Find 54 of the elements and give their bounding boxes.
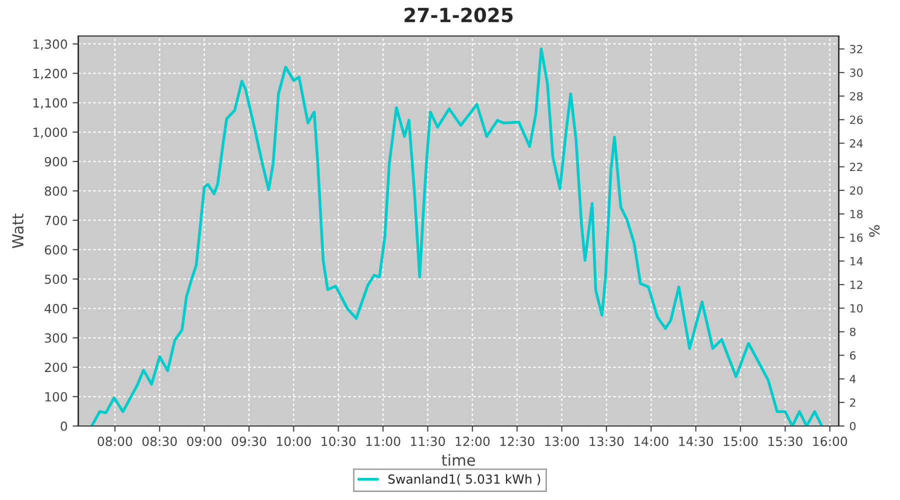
y2-tick-label: 18 <box>850 210 863 218</box>
y2-tick-label: 12 <box>850 280 862 289</box>
x-tick-label: 12:30 <box>500 436 534 446</box>
y-tick-label: 1,200 <box>33 68 68 80</box>
x-tick-label: 16:00 <box>813 436 848 446</box>
y-tick-label: 1,300 <box>33 39 68 50</box>
y2-tick-label: 2 <box>850 398 856 407</box>
x-tick-label: 09:00 <box>187 436 222 446</box>
x-axis-title: time <box>442 454 475 466</box>
x-tick-label: 11:30 <box>411 436 445 446</box>
y2-tick-label: 22 <box>850 162 862 172</box>
x-tick-label: 08:00 <box>98 436 132 446</box>
x-tick-label: 11:00 <box>366 436 400 446</box>
y2-tick-label: 30 <box>850 68 863 77</box>
y-tick-label: 400 <box>44 304 68 314</box>
x-tick-label: 14:00 <box>634 436 668 446</box>
y-tick-label: 1,100 <box>33 98 68 109</box>
x-tick-label: 10:30 <box>322 436 356 446</box>
y-tick-label: 500 <box>44 274 68 284</box>
y2-tick-label: 4 <box>850 374 856 384</box>
x-tick-label: 13:30 <box>590 436 624 446</box>
x-tick-label: 13:00 <box>545 436 579 446</box>
x-tick-label: 10:00 <box>277 436 311 446</box>
y-tick-label: 600 <box>44 245 68 255</box>
y-tick-label: 0 <box>60 421 68 431</box>
y2-tick-label: 32 <box>850 44 862 54</box>
y-axis-title: Watt <box>12 214 24 248</box>
line-series <box>90 48 824 426</box>
y2-axis-title: % <box>869 225 880 237</box>
y2-tick-label: 8 <box>850 328 856 336</box>
y-tick-label: 700 <box>45 216 68 226</box>
chart-title: 27-1-2025 <box>404 8 513 22</box>
y2-tick-label: 26 <box>850 116 863 124</box>
y2-tick-label: 0 <box>850 422 856 430</box>
y-tick-label: 1,000 <box>33 128 68 138</box>
y-tick-label: 100 <box>45 392 68 402</box>
y2-tick-label: 24 <box>850 139 863 148</box>
y2-tick-label: 14 <box>850 257 863 266</box>
x-tick-label: 08:30 <box>142 436 177 446</box>
y2-tick-label: 10 <box>850 304 863 313</box>
x-tick-label: 15:30 <box>768 436 802 446</box>
y2-tick-label: 20 <box>850 186 863 195</box>
x-tick-label: 09:30 <box>232 436 266 446</box>
y-tick-label: 900 <box>44 156 68 166</box>
legend-label: Swanland1( 5.031 kWh ) <box>388 474 540 486</box>
y-tick-label: 200 <box>44 362 68 372</box>
y2-tick-label: 16 <box>850 233 863 242</box>
x-tick-label: 12:00 <box>456 436 490 446</box>
y2-tick-label: 6 <box>850 351 856 360</box>
x-tick-label: 14:30 <box>679 436 713 446</box>
y2-tick-label: 28 <box>850 92 863 100</box>
y-tick-label: 800 <box>44 186 68 196</box>
y-tick-label: 300 <box>44 333 68 343</box>
x-tick-label: 15:00 <box>724 436 758 446</box>
